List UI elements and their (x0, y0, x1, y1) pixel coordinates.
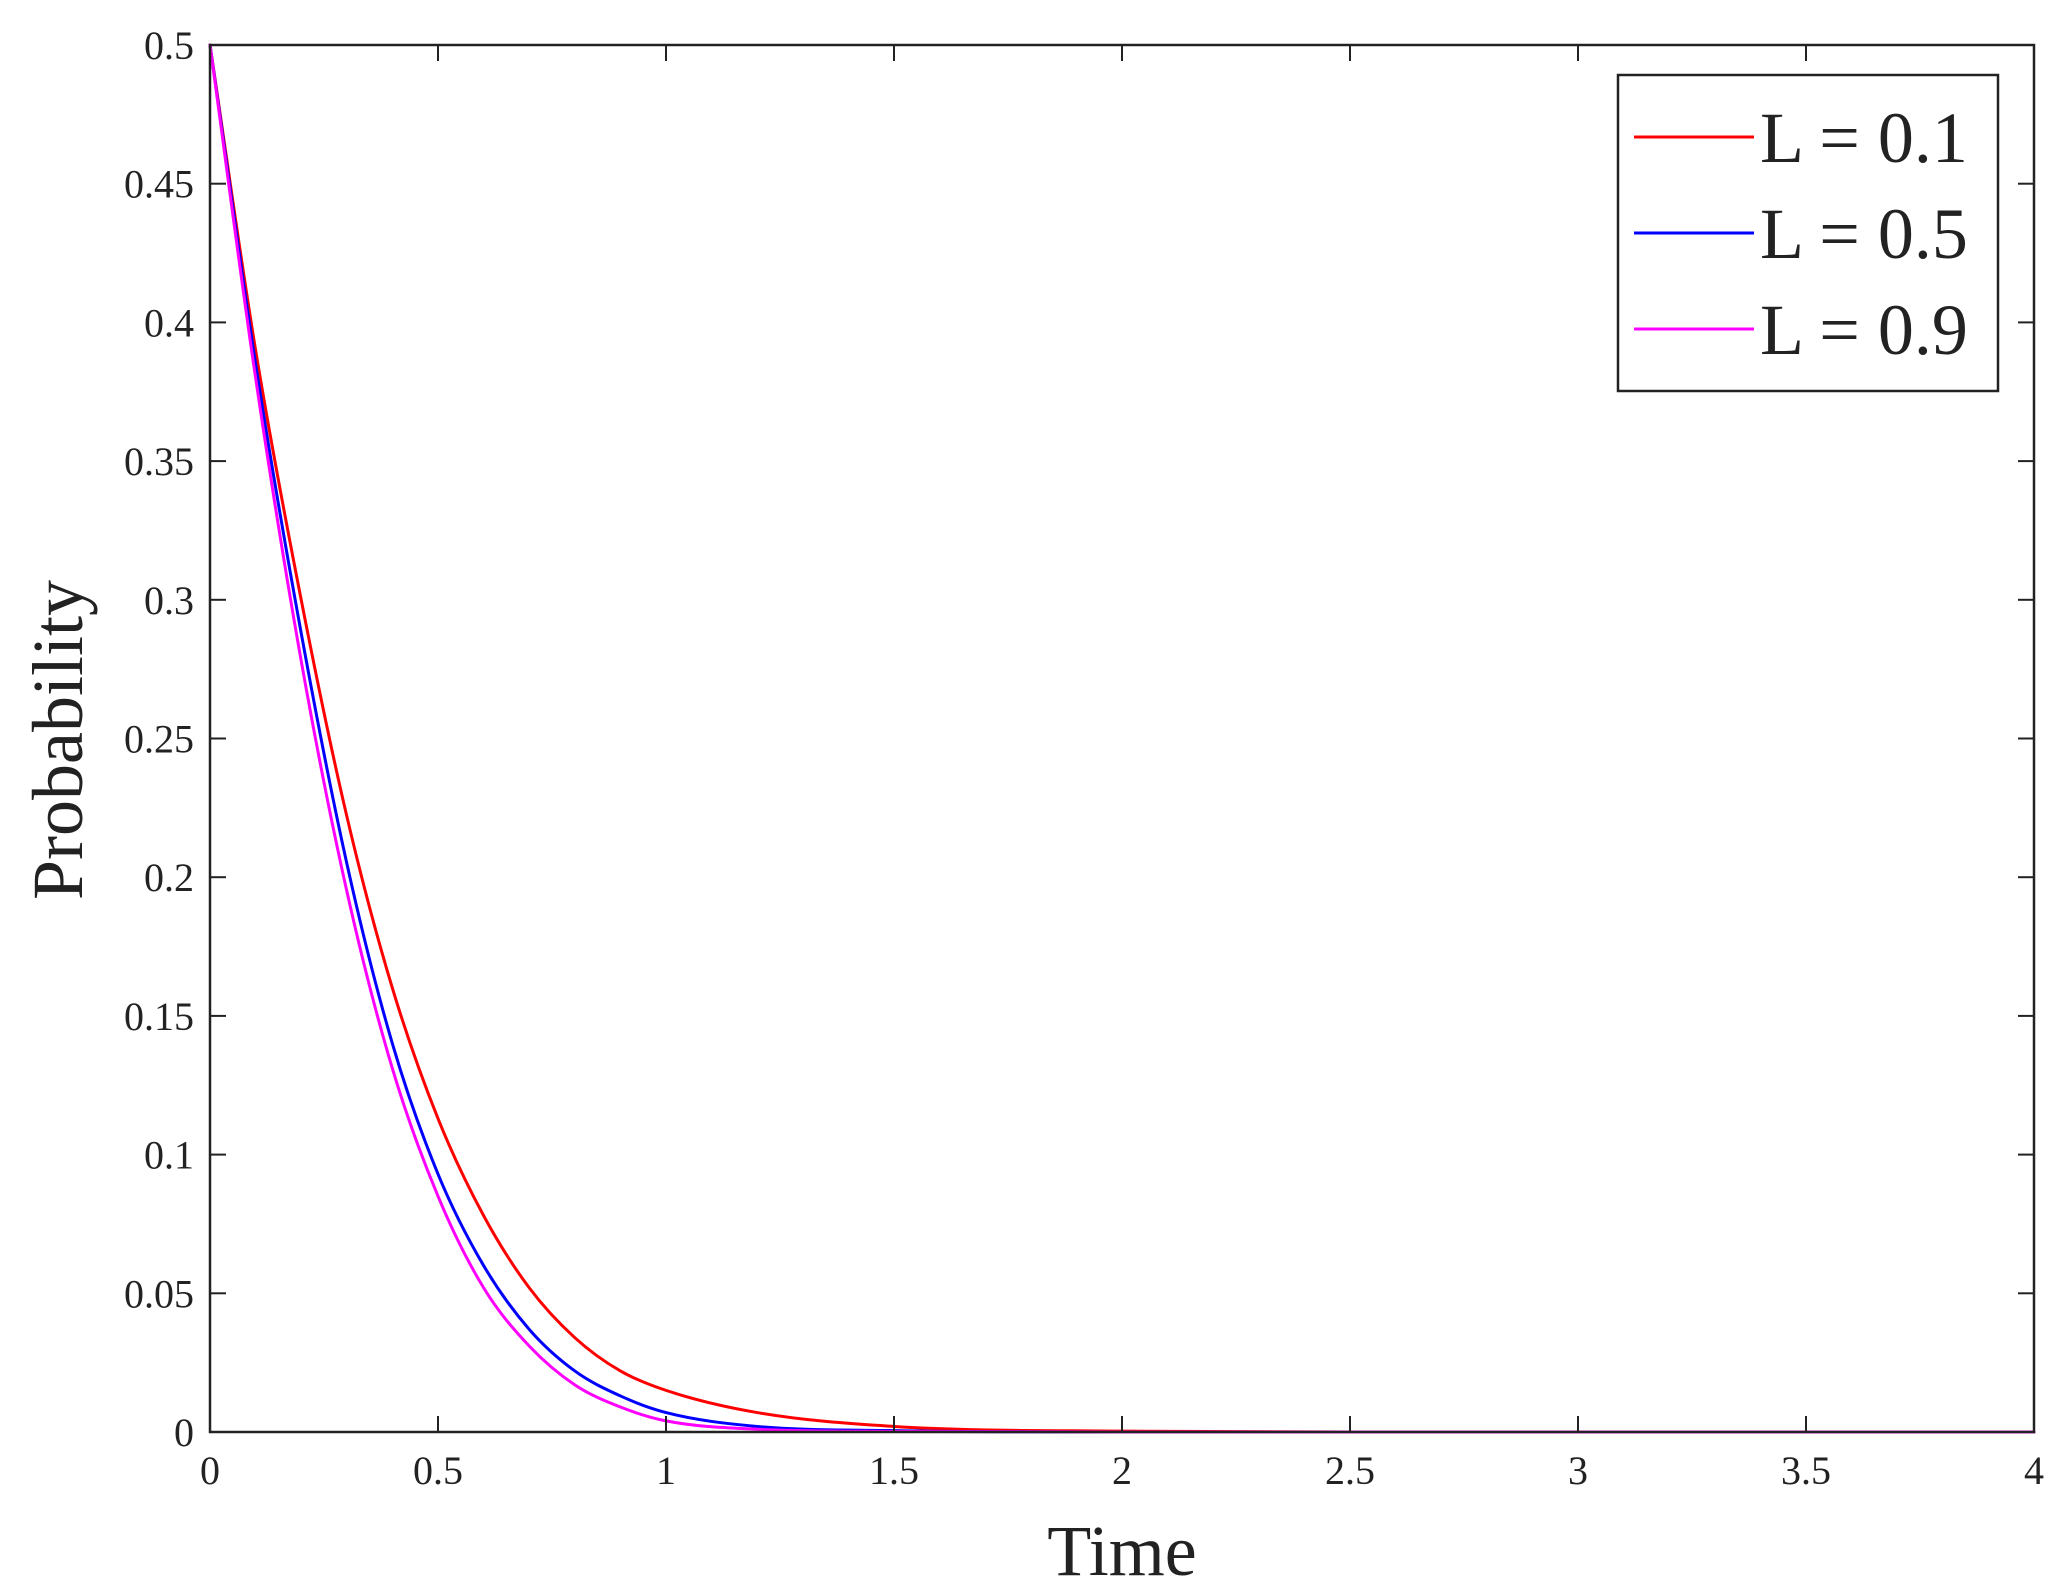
y-tick-label: 0.05 (124, 1271, 194, 1316)
legend: L = 0.1 L = 0.5 L = 0.9 (1616, 73, 2000, 393)
x-tick-label: 0.5 (413, 1448, 463, 1493)
y-tick-label: 0 (174, 1410, 194, 1455)
x-tick-label: 4 (2024, 1448, 2044, 1493)
x-tick-label: 1 (656, 1448, 676, 1493)
legend-label-2: L = 0.5 (1760, 194, 1968, 274)
x-tick-label: 3.5 (1781, 1448, 1831, 1493)
x-tick-label: 2 (1112, 1448, 1132, 1493)
y-tick-label: 0.15 (124, 994, 194, 1039)
y-tick-label: 0.35 (124, 439, 194, 484)
legend-label-1: L = 0.1 (1760, 98, 1968, 178)
y-tick-label: 0.2 (144, 855, 194, 900)
x-tick-label: 0 (200, 1448, 220, 1493)
legend-label-3: L = 0.9 (1760, 290, 1968, 370)
x-tick-label: 2.5 (1325, 1448, 1375, 1493)
legend-box (1616, 73, 2000, 393)
y-tick-label: 0.1 (144, 1133, 194, 1178)
y-tick-label: 0.4 (144, 300, 194, 345)
x-tick-label: 3 (1568, 1448, 1588, 1493)
axes: 0 0.5 1 1.5 2 2.5 3 3.5 4 0 0.05 0.1 0.15 0.2 0.25 0.3 0… (124, 23, 2044, 1493)
x-tick-label: 1.5 (869, 1448, 919, 1493)
y-tick-label: 0.3 (144, 578, 194, 623)
y-axis-title: Probability (18, 580, 98, 900)
x-axis-title: Time (1047, 1511, 1196, 1591)
y-tick-label: 0.25 (124, 717, 194, 762)
y-tick-label: 0.5 (144, 23, 194, 68)
y-tick-label: 0.45 (124, 162, 194, 207)
